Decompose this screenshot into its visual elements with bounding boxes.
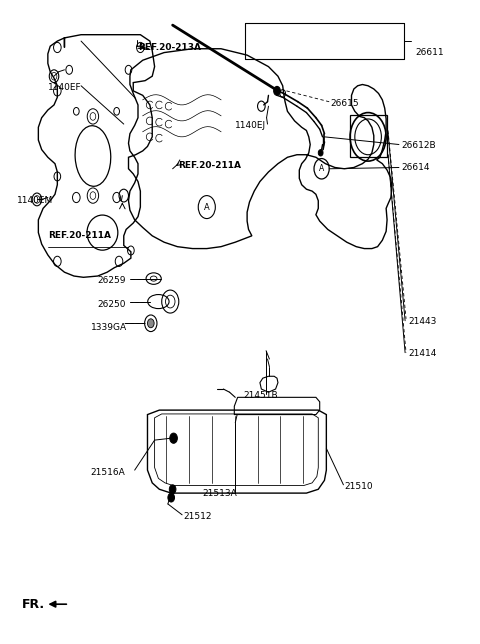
Text: 26250: 26250: [97, 299, 126, 308]
Text: 1140EF: 1140EF: [48, 82, 82, 91]
Circle shape: [168, 493, 175, 502]
Text: 21510: 21510: [344, 482, 373, 491]
Text: 26611: 26611: [416, 48, 444, 57]
Text: 1140EJ: 1140EJ: [235, 121, 266, 130]
Text: 1140EM: 1140EM: [17, 196, 53, 205]
Text: 26615: 26615: [330, 99, 359, 108]
Text: 26614: 26614: [401, 163, 430, 172]
Circle shape: [274, 86, 280, 95]
Circle shape: [147, 319, 154, 328]
Text: 1339GA: 1339GA: [91, 323, 127, 332]
Text: REF.20-211A: REF.20-211A: [48, 231, 111, 240]
Text: FR.: FR.: [22, 598, 45, 611]
Text: 21512: 21512: [183, 512, 212, 521]
Text: A: A: [319, 164, 324, 173]
Circle shape: [169, 485, 176, 494]
Circle shape: [170, 433, 178, 443]
Text: 21443: 21443: [408, 317, 437, 327]
Text: A: A: [204, 203, 210, 212]
Text: 21414: 21414: [408, 350, 437, 359]
Text: 26612B: 26612B: [401, 140, 436, 149]
Text: REF.20-211A: REF.20-211A: [179, 161, 241, 170]
Circle shape: [318, 149, 323, 156]
Text: 26259: 26259: [97, 276, 126, 285]
Text: REF.20-213A: REF.20-213A: [138, 43, 201, 52]
Text: 21516A: 21516A: [91, 468, 125, 477]
Text: 21451B: 21451B: [244, 391, 278, 400]
Text: 21513A: 21513A: [202, 489, 237, 498]
